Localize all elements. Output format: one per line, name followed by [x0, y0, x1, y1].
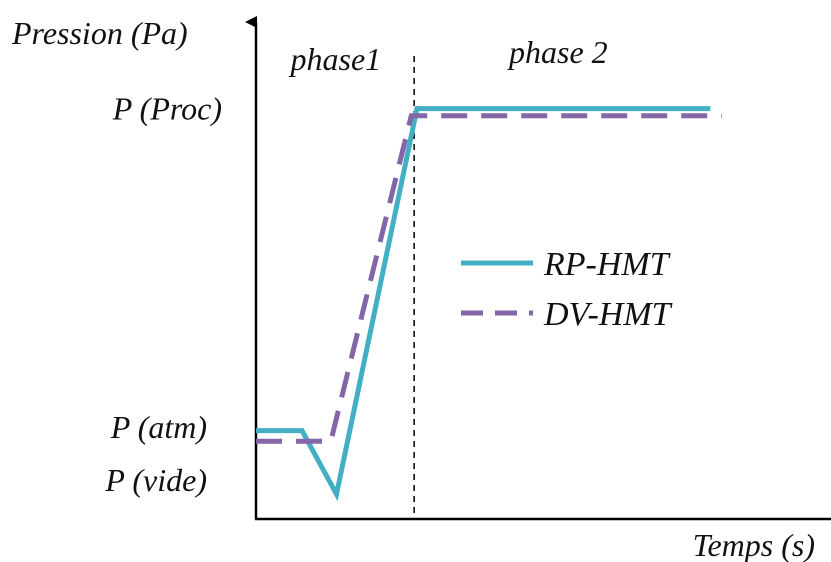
legend-label-rp-hmt: RP-HMT: [543, 246, 671, 283]
phase-label-2: phase 2: [507, 34, 608, 70]
series-line-rp-hmt: [256, 106, 711, 502]
y-axis-title: Pression (Pa): [11, 15, 188, 51]
phase-label-1: phase1: [289, 41, 382, 77]
legend: RP-HMT DV-HMT: [461, 246, 673, 333]
x-axis-title: Temps (s): [693, 527, 815, 562]
y-tick-label-vide: P (vide): [104, 462, 207, 498]
legend-label-dv-hmt: DV-HMT: [543, 296, 673, 333]
series-line-dv-hmt: [256, 113, 722, 444]
y-tick-label-atm: P (atm): [110, 409, 207, 445]
y-tick-label-proc: P (Proc): [112, 90, 222, 126]
